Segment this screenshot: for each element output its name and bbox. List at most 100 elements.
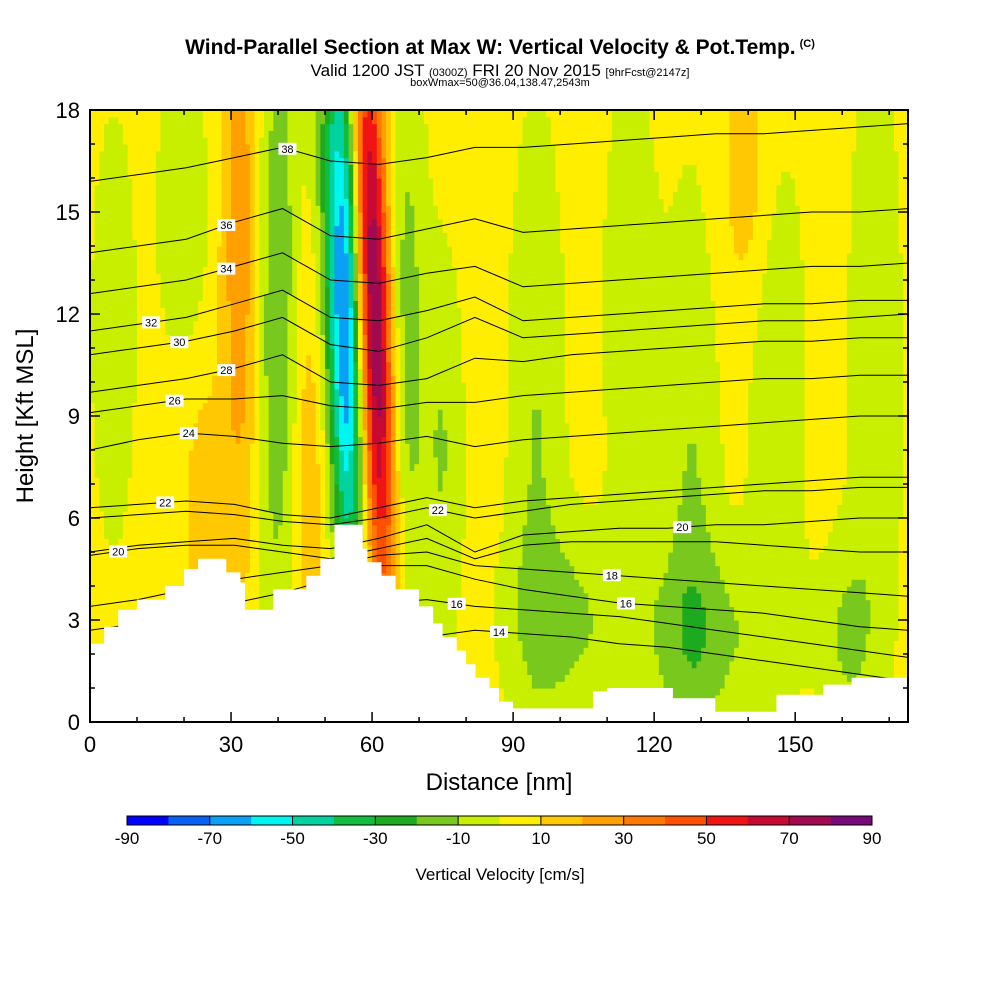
velocity-cell xyxy=(705,531,712,709)
velocity-cell xyxy=(527,110,533,485)
velocity-cell xyxy=(785,171,792,722)
velocity-cell xyxy=(851,579,857,682)
velocity-cell xyxy=(564,110,571,424)
velocity-cell xyxy=(325,443,331,539)
velocity-cell xyxy=(160,307,166,722)
colorbar-swatch xyxy=(127,816,169,825)
isentrope-label-box xyxy=(673,521,692,534)
isentrope-label: 16 xyxy=(451,599,463,611)
velocity-cell xyxy=(494,565,500,662)
velocity-cell xyxy=(428,178,434,662)
velocity-cell xyxy=(719,443,726,580)
velocity-cell xyxy=(104,123,110,539)
velocity-cell xyxy=(325,368,331,444)
velocity-cell xyxy=(404,443,411,594)
velocity-cell xyxy=(367,368,373,410)
velocity-cell xyxy=(367,409,373,451)
velocity-cell xyxy=(442,470,448,669)
velocity-cell xyxy=(174,348,180,722)
velocity-cell xyxy=(522,110,528,118)
velocity-cell xyxy=(343,123,350,159)
velocity-cell xyxy=(893,110,900,152)
velocity-cell xyxy=(813,110,820,560)
velocity-cell xyxy=(583,110,589,505)
velocity-cell xyxy=(357,368,364,437)
velocity-cell xyxy=(442,232,448,431)
velocity-cell xyxy=(433,456,439,669)
velocity-cell xyxy=(776,110,782,186)
velocity-cell xyxy=(677,504,683,716)
velocity-cell xyxy=(151,110,157,722)
velocity-cell xyxy=(593,504,599,722)
velocity-cell xyxy=(691,164,698,444)
velocity-cell xyxy=(339,490,345,533)
isentrope-label-box xyxy=(490,625,508,638)
velocity-cell xyxy=(574,490,580,580)
velocity-cell xyxy=(611,110,618,722)
velocity-cell xyxy=(663,572,669,689)
x-tick-label: 150 xyxy=(777,732,814,757)
velocity-cell xyxy=(546,504,552,689)
velocity-cell xyxy=(832,110,839,519)
velocity-cell xyxy=(757,110,763,308)
colorbar-tick-label: 30 xyxy=(614,829,633,848)
valid-utc: (0300Z) xyxy=(429,67,468,79)
box-info: boxWmax=50@36.04,138.47,2543m xyxy=(410,77,590,89)
velocity-cell xyxy=(687,443,693,587)
velocity-cell xyxy=(564,422,571,560)
velocity-cell xyxy=(367,497,373,546)
velocity-cell xyxy=(799,259,806,689)
velocity-cell xyxy=(240,422,246,621)
velocity-cell xyxy=(202,402,209,641)
velocity-cell xyxy=(372,443,378,485)
velocity-cell xyxy=(682,654,688,722)
velocity-cell xyxy=(781,110,787,172)
velocity-cell xyxy=(372,395,378,444)
isentrope-label: 28 xyxy=(220,365,232,377)
velocity-cell xyxy=(846,586,853,682)
x-tick-label: 30 xyxy=(219,732,243,757)
velocity-cell xyxy=(517,565,524,641)
velocity-cell xyxy=(329,110,336,125)
forecast-info: [9hrFcst@2147z] xyxy=(605,67,690,79)
velocity-cell xyxy=(414,266,420,465)
velocity-cell xyxy=(193,422,199,628)
velocity-cell xyxy=(423,110,430,125)
isentrope-label-box xyxy=(179,427,198,440)
velocity-cell xyxy=(851,150,857,580)
velocity-cell xyxy=(386,110,392,206)
velocity-cell xyxy=(155,150,162,274)
velocity-cell xyxy=(362,382,368,431)
velocity-cell xyxy=(254,110,260,722)
colorbar-title: Vertical Velocity [cm/s] xyxy=(415,865,584,884)
velocity-cell xyxy=(771,110,777,213)
velocity-cell xyxy=(719,110,726,444)
velocity-cell xyxy=(400,110,406,240)
y-axis-title: Height [Kft MSL] xyxy=(12,329,39,504)
velocity-cell xyxy=(550,688,557,722)
velocity-cell xyxy=(113,116,119,546)
velocity-cell xyxy=(193,320,199,424)
velocity-cell xyxy=(404,110,411,193)
velocity-cell xyxy=(757,307,763,722)
velocity-cell xyxy=(616,110,622,722)
velocity-cell xyxy=(527,674,533,722)
isentrope-label-box xyxy=(142,316,161,329)
velocity-cell xyxy=(715,110,721,363)
velocity-cell xyxy=(386,524,392,614)
velocity-cell xyxy=(287,293,293,621)
velocity-cell xyxy=(320,212,326,335)
colorbar-swatch xyxy=(623,816,666,825)
y-tick-label: 18 xyxy=(56,98,80,123)
velocity-cell xyxy=(578,586,585,655)
velocity-cell xyxy=(555,538,561,682)
velocity-cell xyxy=(710,110,716,301)
velocity-cell xyxy=(334,314,340,390)
velocity-cell xyxy=(710,552,716,703)
velocity-cell xyxy=(169,341,176,722)
velocity-cell xyxy=(372,218,378,397)
isentrope-label-box xyxy=(447,597,466,610)
isentrope-label: 30 xyxy=(173,337,185,349)
velocity-cell xyxy=(865,599,871,635)
chart-subtitle: Valid 1200 JST (0300Z) FRI 20 Nov 2015 [… xyxy=(0,61,1000,81)
